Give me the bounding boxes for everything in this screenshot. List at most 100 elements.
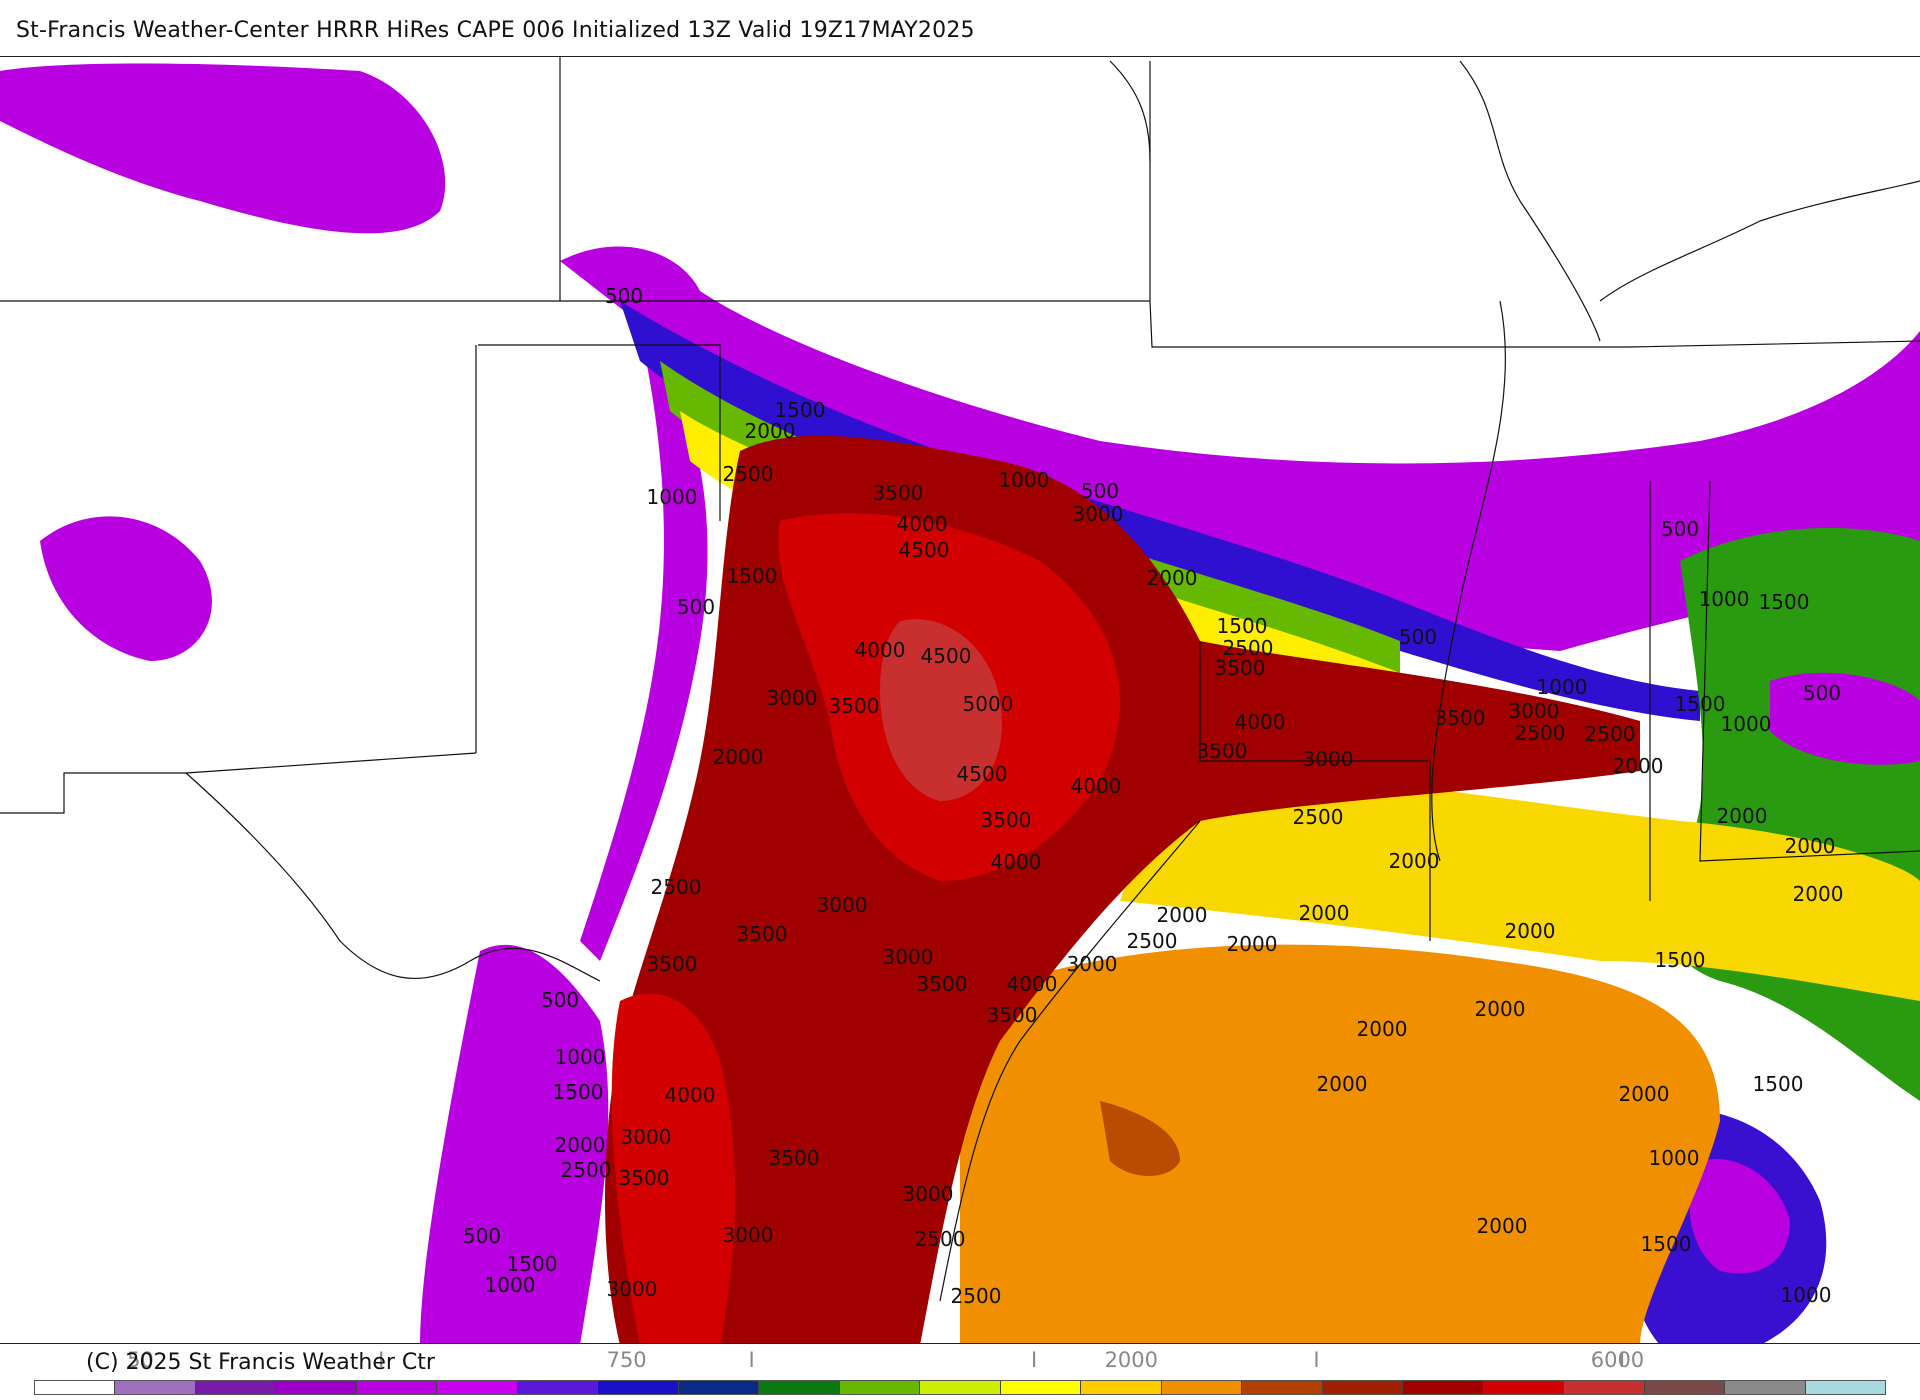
contour-label: 4500 <box>957 762 1008 786</box>
colorbar-swatch <box>437 1381 518 1394</box>
colorbar-swatch <box>35 1381 116 1394</box>
colorbar-swatch <box>356 1381 438 1394</box>
cape-fill-pink-max <box>880 619 1002 801</box>
contour-label: 1500 <box>1217 614 1268 638</box>
contour-label: 2000 <box>1357 1017 1408 1041</box>
border-nm-tx-north <box>478 344 721 521</box>
contour-label: 500 <box>677 595 715 619</box>
contour-label: 4000 <box>855 638 906 662</box>
contour-label: 2000 <box>1157 903 1208 927</box>
cape-fill-purple-nw <box>0 63 446 234</box>
cape-fill-purple-coast-strip <box>580 331 708 961</box>
contour-label: 1000 <box>1721 712 1772 736</box>
contour-label: 4000 <box>1235 710 1286 734</box>
colorbar-swatch <box>1805 1381 1886 1394</box>
contour-label: 3500 <box>1435 706 1486 730</box>
contour-label: 3500 <box>1197 739 1248 763</box>
contour-label: 3000 <box>607 1277 658 1301</box>
contour-label: 1000 <box>1649 1146 1700 1170</box>
contour-label: 2000 <box>1299 901 1350 925</box>
contour-label: 4000 <box>665 1083 716 1107</box>
colorbar-swatch <box>1161 1381 1243 1394</box>
colorbar-swatch <box>598 1381 679 1394</box>
contour-label: 4000 <box>991 850 1042 874</box>
colorbar-swatch <box>1000 1381 1082 1394</box>
border-rio-grande <box>185 772 601 982</box>
contour-label: 2000 <box>1619 1082 1670 1106</box>
border-ms-river <box>1431 300 1506 862</box>
colorbar-swatch <box>678 1381 760 1394</box>
colorbar-swatch <box>759 1381 840 1394</box>
contour-label: 1500 <box>507 1252 558 1276</box>
contour-label: 5000 <box>963 692 1014 716</box>
cape-fill-purple-se <box>1689 1159 1790 1274</box>
colorbar-swatch <box>1403 1381 1484 1394</box>
contour-label: 3000 <box>1303 747 1354 771</box>
colorbar-tick-label: 6000 <box>1590 1348 1645 1372</box>
contour-label: 4000 <box>1007 972 1058 996</box>
border-ar-la <box>1199 641 1431 941</box>
contour-label: 1500 <box>1641 1232 1692 1256</box>
cape-fill-purple-north <box>560 246 1920 652</box>
contour-label: 3000 <box>621 1125 672 1149</box>
border-il <box>1459 60 1601 342</box>
colorbar-tick-label: I <box>748 1348 755 1372</box>
contour-label: 3500 <box>981 808 1032 832</box>
contour-label: 1000 <box>647 485 698 509</box>
border-ok-ar <box>1149 61 1920 348</box>
contour-label: 3000 <box>723 1223 774 1247</box>
colorbar-swatch <box>195 1381 277 1394</box>
colorbar-tick-label: 50 <box>127 1348 154 1372</box>
contour-label: 1500 <box>727 564 778 588</box>
contour-label: 500 <box>1081 479 1119 503</box>
contour-label: 3500 <box>987 1003 1038 1027</box>
contour-label: 2000 <box>1475 997 1526 1021</box>
colorbar-tick-label: 2000 <box>1104 1348 1159 1372</box>
contour-label: 1500 <box>1675 692 1726 716</box>
contour-label: 3000 <box>1509 699 1560 723</box>
colorbar-swatch <box>839 1381 921 1394</box>
contour-label: 2500 <box>1127 929 1178 953</box>
contour-label: 4000 <box>1071 774 1122 798</box>
contour-label: 500 <box>463 1224 501 1248</box>
border-ky-tn <box>1599 180 1920 302</box>
contour-label: 2000 <box>1389 849 1440 873</box>
colorbar-swatch <box>1242 1381 1323 1394</box>
cape-fill-purple-east <box>1770 672 1920 765</box>
contour-label: 2000 <box>1793 882 1844 906</box>
cape-fill-yellow-gulf <box>1120 775 1920 1001</box>
contour-label: 2500 <box>561 1158 612 1182</box>
contour-label: 3500 <box>873 481 924 505</box>
contour-label: 500 <box>605 284 643 308</box>
contour-label: 2500 <box>1515 721 1566 745</box>
colorbar-swatch <box>1564 1381 1645 1394</box>
contour-label: 1000 <box>1699 587 1750 611</box>
contour-label: 1000 <box>555 1045 606 1069</box>
contour-label: 2500 <box>723 462 774 486</box>
colorbar-swatch <box>1322 1381 1404 1394</box>
border-tx-coast <box>939 820 1201 1302</box>
contour-label: 1000 <box>1781 1283 1832 1307</box>
contour-label: 2000 <box>1717 804 1768 828</box>
contour-label: 3500 <box>1215 656 1266 680</box>
colorbar-tick-label: I <box>378 1348 385 1372</box>
cape-fill-purple-sw-coast <box>420 944 609 1343</box>
colorbar-tick-label: 750 <box>606 1348 647 1372</box>
contour-label: 2000 <box>1227 932 1278 956</box>
cape-fill-blue-edge <box>620 301 1700 721</box>
contour-label: 2000 <box>1785 834 1836 858</box>
contour-label: 500 <box>1803 681 1841 705</box>
colorbar-swatch <box>920 1381 1001 1394</box>
colorbar-swatch <box>1081 1381 1162 1394</box>
contour-label: 1500 <box>775 398 826 422</box>
contour-label: 2000 <box>1317 1072 1368 1096</box>
cape-fill-red-sw <box>611 993 735 1343</box>
colorbar-swatch <box>1644 1381 1726 1394</box>
cape-fill-orange-gulf <box>960 944 1720 1343</box>
contour-label: 1500 <box>1759 590 1810 614</box>
contour-label: 4000 <box>897 512 948 536</box>
colorbar-ticks: 50 I 750 I I 2000 I 6000 I <box>0 1348 1920 1374</box>
contour-label: 3500 <box>647 952 698 976</box>
